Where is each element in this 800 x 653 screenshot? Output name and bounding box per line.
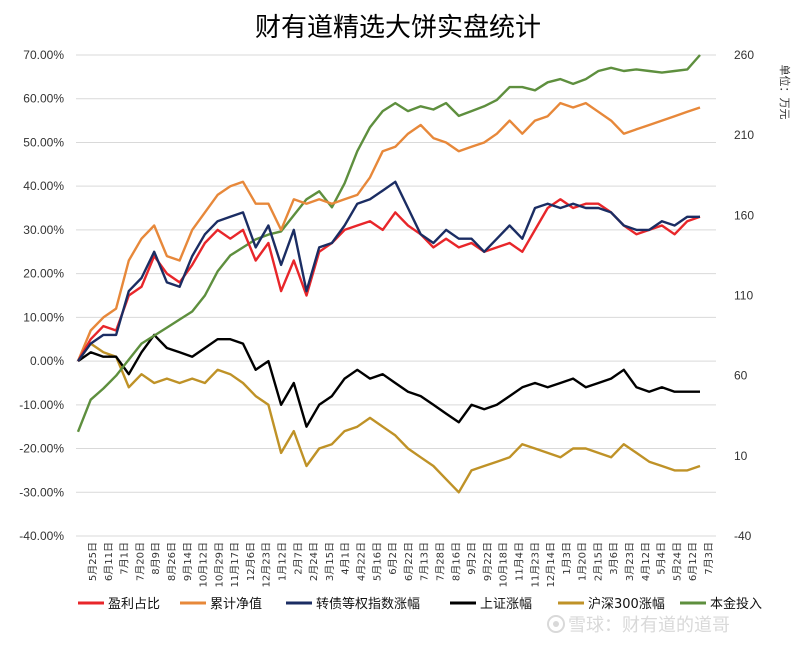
x-tick-label: 6月2日 [387,542,399,575]
y-left-tick-label: -20.00% [19,442,64,456]
series-line [76,198,701,362]
series-lines [76,54,701,494]
legend-label: 沪深300涨幅 [588,596,665,612]
y-right-tick-label: -40 [734,529,752,543]
x-tick-label: 11月17日 [229,542,241,587]
y-left-tick-label: 50.00% [23,135,64,149]
series-line [77,333,700,428]
x-tick-label: 7月13日 [419,542,431,581]
series-line [77,342,701,494]
y-left-tick-label: 0.00% [30,354,64,368]
x-tick-label: 8月9日 [150,542,162,575]
x-tick-label: 4月1日 [340,542,352,575]
x-tick-label: 11月4日 [513,542,525,581]
x-tick-label: 12月23日 [261,542,273,587]
y-left-tick-label: 60.00% [23,92,64,106]
y-left-tick-label: -40.00% [19,529,64,543]
x-tick-label: 1月20日 [577,542,589,581]
legend: 盈利占比 累计净值 转债等权指数涨幅 上证涨幅 沪深300涨幅 本金投入 [78,596,762,612]
x-tick-label: 10月29日 [213,542,225,587]
x-tick-label: 7月20日 [134,542,146,581]
gridlines [76,54,716,537]
x-tick-label: 7月1日 [119,542,131,575]
y-right-tick-label: 60 [734,369,748,383]
y-left-tick-label: 10.00% [23,310,64,324]
y-right-tick-label: 160 [734,208,754,222]
y-left-tick-label: 20.00% [23,267,64,281]
snowball-logo-icon [547,615,565,633]
legend-label: 累计净值 [210,596,262,612]
x-tick-label: 10月18日 [498,542,510,587]
y-axis-left: 70.00% 60.00% 50.00% 40.00% 30.00% 20.00% 10.0… [19,48,64,543]
x-tick-label: 3月23日 [624,542,636,581]
right-axis-unit-label: 单位：万元 [778,65,792,120]
y-right-tick-label: 10 [734,449,748,463]
legend-label: 本金投入 [710,596,762,612]
y-axis-right: 260 210 160 110 60 10 -40 [734,48,754,543]
x-tick-label: 3月6日 [608,542,620,575]
legend-label: 上证涨幅 [480,597,532,612]
x-tick-label: 8月16日 [450,542,462,581]
x-tick-label: 10月12日 [198,542,210,587]
x-tick-label: 1月3日 [561,542,573,575]
x-tick-label: 5月24日 [671,542,683,581]
x-tick-label: 6月11日 [103,542,115,581]
x-tick-label: 2月24日 [308,542,320,581]
y-left-tick-label: -30.00% [19,485,64,499]
x-tick-label: 2月7日 [292,542,304,575]
y-right-tick-label: 110 [734,289,753,303]
y-left-tick-label: 30.00% [23,223,64,237]
x-tick-label: 4月22日 [356,542,368,581]
x-tick-label: 9月22日 [482,542,494,581]
x-tick-label: 9月14日 [182,542,194,581]
x-tick-label: 11月23日 [529,542,541,587]
x-tick-label: 3月15日 [324,542,336,581]
y-left-tick-label: 40.00% [23,179,64,193]
x-tick-label: 2月15日 [592,542,604,581]
series-line [76,54,701,433]
y-left-tick-label: 70.00% [23,48,64,62]
x-tick-label: 8月26日 [166,542,178,581]
watermark-text: 雪球：财有道的道哥 [568,615,730,636]
y-right-tick-label: 260 [734,48,754,62]
x-tick-label: 6月22日 [403,542,415,581]
x-tick-label: 9月2日 [466,542,478,575]
y-right-tick-label: 210 [734,128,754,142]
y-left-tick-label: -10.00% [19,398,64,412]
x-tick-label: 12月6日 [245,542,257,581]
x-tick-label: 1月12日 [277,542,289,581]
series-line [76,101,701,362]
legend-label: 盈利占比 [108,597,160,612]
x-tick-label: 7月3日 [703,542,715,575]
x-axis: 5月25日 6月11日 7月1日 7月20日 8月9日 8月26日 9月14日 10月12日 1… [87,542,715,587]
x-tick-label: 7月28日 [434,542,446,581]
chart-title: 财有道精选大饼实盘统计 [255,13,541,43]
x-tick-label: 6月12日 [687,542,699,581]
x-tick-label: 5月25日 [87,542,99,581]
x-tick-label: 5月4日 [656,542,668,575]
series-line [77,180,700,362]
x-tick-label: 5月16日 [371,542,383,581]
x-tick-label: 4月12日 [640,542,652,581]
legend-label: 转债等权指数涨幅 [316,596,420,612]
watermark: 雪球：财有道的道哥 [547,615,730,636]
x-tick-label: 12月14日 [545,542,557,587]
